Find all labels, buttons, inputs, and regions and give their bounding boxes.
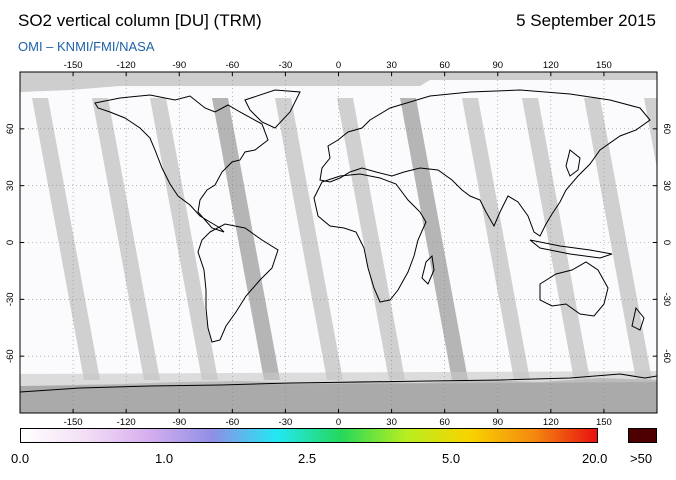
bottom-lon-label: 90 (492, 417, 503, 428)
bottom-lon-label: 150 (596, 417, 612, 428)
so2-map: -150 -120 -90 -60 -30 0 30 60 90 120 150 -150 -120-… (5, 60, 672, 428)
top-longitude-ticks: -150 -120 -90 -60 -30 0 30 60 90 120 150 (64, 60, 612, 76)
coast-new-zealand (631, 306, 645, 331)
coast-antarctica (20, 373, 657, 393)
colorbar-label-min: 0.0 (11, 451, 30, 466)
orbit-gap-swath (644, 98, 657, 169)
coast-greenland (244, 89, 301, 129)
right-lat-label: 0 (661, 240, 672, 245)
coast-eurasia (319, 89, 651, 237)
colorbar-label-overflow: >50 (630, 451, 653, 466)
colorbar-label-5: 5.0 (442, 451, 461, 466)
coast-indonesia (529, 239, 613, 259)
coast-australia (539, 261, 609, 317)
left-lat-label: -60 (5, 349, 16, 363)
bottom-lon-label: -90 (172, 417, 186, 428)
right-lat-label: -60 (661, 349, 672, 363)
top-lon-label: 120 (543, 60, 559, 71)
coast-south-america (197, 223, 279, 343)
top-lon-label: 150 (596, 60, 612, 71)
left-lat-label: -30 (5, 292, 16, 306)
bottom-lon-label: -120 (117, 417, 136, 428)
top-lon-label: 30 (386, 60, 397, 71)
orbit-gap-swath (150, 98, 218, 380)
top-lon-label: -150 (64, 60, 83, 71)
map-title: SO2 vertical column [DU] (TRM) (18, 11, 262, 30)
orbit-swaths (32, 98, 657, 380)
top-lon-label: -60 (225, 60, 239, 71)
colorbar-label-1: 1.0 (155, 451, 174, 466)
bottom-lon-label: -150 (64, 417, 83, 428)
colorbar-label-20: 20.0 (582, 451, 608, 466)
top-lon-label: -30 (279, 60, 293, 71)
bottom-lon-label: -30 (279, 417, 293, 428)
right-lat-label: 30 (661, 180, 672, 191)
graticule (20, 72, 657, 413)
bottom-longitude-ticks: -150 -120 -90 -60 -30 0 30 60 90 120 150 (64, 409, 612, 428)
top-lon-label: -90 (172, 60, 186, 71)
right-lat-label: 60 (661, 124, 672, 135)
top-lon-label: 60 (439, 60, 450, 71)
map-credit: OMI – KNMI/FMI/NASA (18, 39, 155, 54)
orbit-gap-swath (462, 98, 530, 380)
bottom-lon-label: 30 (386, 417, 397, 428)
orbit-gap-swath (584, 98, 652, 380)
bottom-lon-label: 0 (336, 417, 341, 428)
left-latitude-ticks: 60 30 0 -30 -60 (5, 124, 24, 363)
colorbar-overflow (628, 428, 657, 443)
orbit-gap-swath (275, 98, 343, 380)
south-missing-light (20, 371, 657, 386)
orbit-gap-swath (212, 98, 280, 380)
right-lat-label: -30 (661, 292, 672, 306)
top-lon-label: -120 (117, 60, 136, 71)
orbit-gap-swath (92, 98, 160, 380)
left-lat-label: 60 (5, 124, 16, 135)
bottom-lon-label: 60 (439, 417, 450, 428)
bottom-lon-label: -60 (225, 417, 239, 428)
coast-north-america (94, 94, 269, 233)
colorbar-label-2-5: 2.5 (298, 451, 317, 466)
bottom-lon-label: 120 (543, 417, 559, 428)
orbit-gap-swath (337, 98, 405, 380)
left-lat-label: 30 (5, 180, 16, 191)
map-date: 5 September 2015 (516, 11, 656, 30)
coast-japan (565, 149, 581, 177)
coast-madagascar (421, 254, 435, 285)
coastlines (20, 89, 657, 393)
right-latitude-ticks: 60 30 0 -30 -60 (653, 124, 672, 363)
top-lon-label: 0 (336, 60, 341, 71)
left-lat-label: 0 (5, 240, 16, 245)
top-lon-label: 90 (492, 60, 503, 71)
orbit-gap-swath (32, 98, 100, 380)
coast-africa (313, 173, 427, 303)
colorbar (20, 428, 598, 443)
